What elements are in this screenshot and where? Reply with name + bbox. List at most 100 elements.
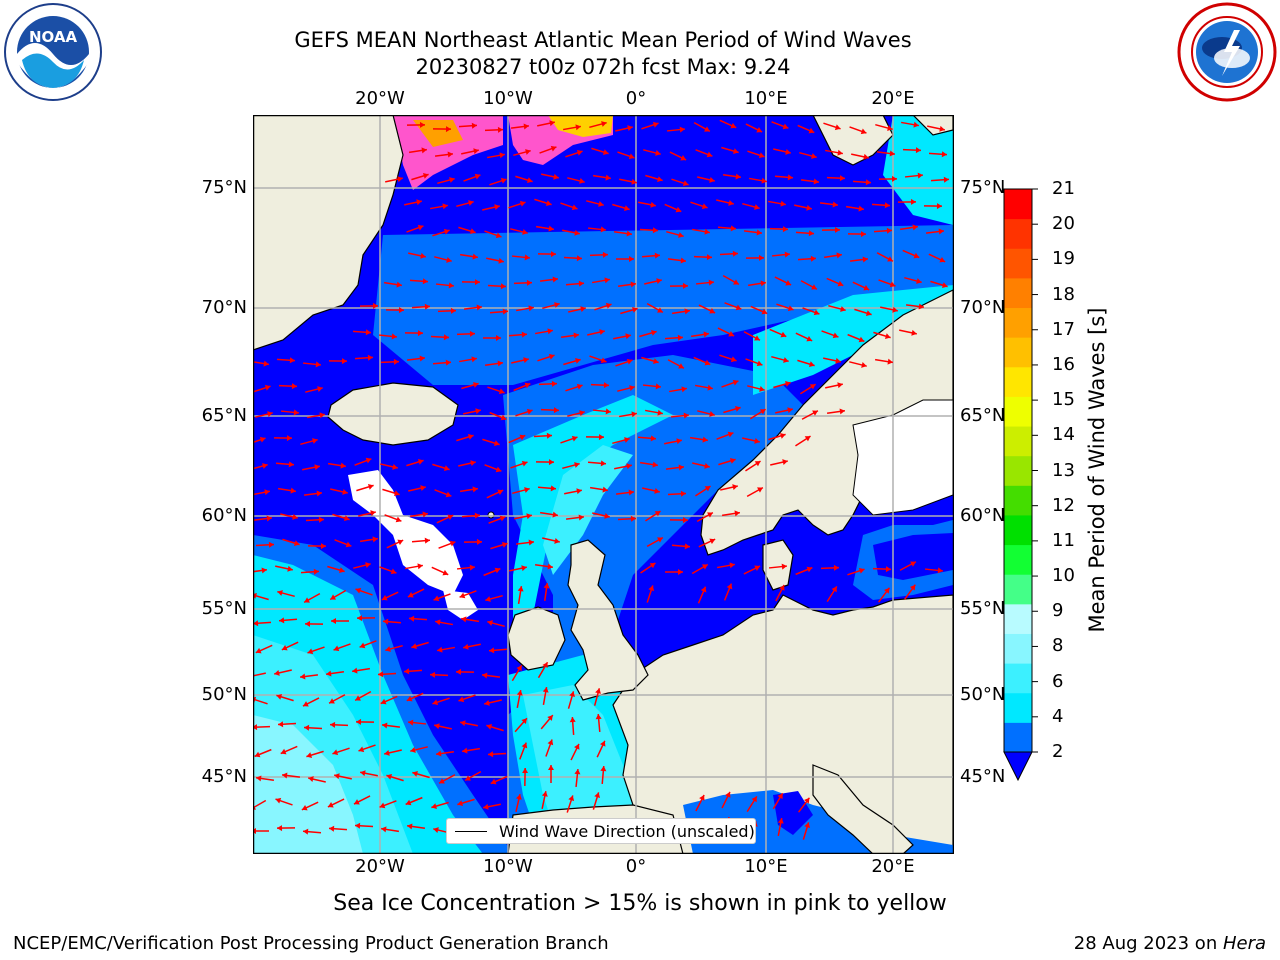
wind-wave-direction-arrow	[406, 355, 426, 362]
wind-wave-direction-arrow	[412, 771, 430, 779]
wind-wave-direction-arrow	[721, 791, 731, 809]
wind-wave-direction-arrow	[457, 798, 475, 807]
wind-wave-direction-arrow	[615, 489, 635, 496]
wind-wave-direction-arrow	[690, 201, 708, 210]
lon-label-bottom: 10°W	[483, 856, 533, 877]
wind-wave-direction-arrow	[747, 385, 765, 392]
wind-wave-direction-arrow	[379, 566, 397, 575]
wind-wave-direction-arrow	[771, 251, 791, 258]
wind-wave-direction-arrow	[431, 566, 449, 576]
wind-wave-direction-arrow	[825, 382, 843, 389]
wind-wave-direction-arrow	[643, 149, 661, 156]
legend-label: Wind Wave Direction (unscaled)	[499, 822, 755, 841]
wind-wave-direction-arrow	[745, 358, 763, 367]
wind-wave-direction-arrow	[851, 153, 869, 160]
wind-wave-direction-arrow	[330, 488, 348, 495]
wind-wave-direction-arrow	[717, 225, 737, 232]
wind-wave-direction-arrow	[275, 565, 293, 572]
wind-wave-direction-arrow	[511, 664, 523, 682]
wind-wave-direction-arrow	[693, 121, 711, 133]
wind-wave-direction-arrow	[698, 304, 716, 314]
wind-wave-direction-arrow	[328, 825, 348, 832]
wind-wave-direction-arrow	[593, 688, 601, 706]
wind-wave-direction-arrow	[671, 178, 689, 187]
wind-wave-direction-arrow	[307, 646, 325, 655]
wind-wave-direction-arrow	[800, 178, 820, 185]
wind-wave-direction-arrow	[877, 587, 891, 603]
wind-wave-direction-arrow	[828, 304, 846, 312]
wind-wave-direction-arrow	[875, 123, 893, 131]
wind-wave-direction-arrow	[353, 795, 371, 805]
wind-wave-direction-arrow	[458, 694, 476, 703]
italy	[812, 764, 914, 854]
colorbar-segment	[1004, 544, 1032, 575]
wind-wave-direction-arrow	[743, 565, 761, 575]
iceland	[327, 382, 459, 446]
wind-wave-direction-arrow	[721, 510, 741, 517]
colorbar-title: Mean Period of Wind Waves [s]	[1085, 307, 1109, 633]
wind-wave-direction-arrow	[664, 203, 682, 213]
wind-wave-direction-arrow	[276, 357, 296, 364]
wind-wave-direction-arrow	[302, 464, 320, 471]
wind-wave-direction-arrow	[545, 739, 554, 757]
wind-wave-direction-arrow	[724, 302, 742, 311]
wind-wave-direction-arrow	[795, 435, 811, 447]
colorbar-segment	[1004, 692, 1032, 723]
wind-wave-direction-arrow	[923, 203, 943, 210]
wind-wave-direction-arrow	[328, 694, 346, 704]
wind-wave-direction-arrow	[564, 488, 582, 495]
wind-wave-direction-arrow	[719, 354, 737, 363]
wave-band-2-4	[373, 225, 953, 385]
wind-wave-direction-arrow	[537, 485, 557, 492]
wind-wave-direction-arrow	[646, 536, 664, 548]
wind-wave-direction-arrow	[821, 330, 839, 339]
wind-wave-direction-arrow	[669, 517, 689, 524]
wind-wave-direction-arrow	[459, 590, 477, 599]
wind-wave-direction-arrow	[826, 277, 844, 287]
wind-wave-direction-arrow	[689, 436, 709, 443]
wind-wave-direction-arrow	[592, 408, 612, 415]
wind-wave-direction-arrow	[463, 538, 483, 545]
wind-wave-direction-arrow	[486, 257, 504, 264]
wind-wave-direction-arrow	[484, 699, 502, 706]
wind-wave-direction-arrow	[487, 620, 505, 628]
wind-wave-direction-arrow	[434, 256, 452, 263]
wind-wave-direction-arrow	[434, 723, 452, 730]
wind-wave-direction-arrow	[849, 361, 867, 368]
wind-wave-direction-arrow	[253, 384, 271, 393]
lon-label-bottom: 20°W	[355, 856, 405, 877]
wind-wave-direction-arrow	[461, 148, 479, 155]
wind-wave-direction-arrow	[645, 174, 663, 182]
wind-wave-direction-arrow	[589, 251, 609, 258]
wind-wave-direction-arrow	[542, 537, 560, 544]
wind-wave-direction-arrow	[801, 410, 819, 420]
wind-wave-direction-arrow	[537, 120, 555, 127]
wind-wave-direction-arrow	[430, 203, 448, 210]
wind-wave-direction-arrow	[585, 434, 605, 441]
colorbar-tick-label: 21	[1052, 178, 1075, 199]
wind-wave-direction-arrow	[282, 538, 300, 547]
colorbar-segment	[1004, 307, 1032, 338]
wind-wave-direction-arrow	[797, 124, 815, 134]
wind-wave-direction-arrow	[353, 562, 371, 569]
wind-wave-direction-arrow	[666, 126, 686, 133]
wind-wave-direction-arrow	[825, 149, 843, 156]
wind-wave-direction-arrow	[542, 302, 560, 310]
wind-wave-direction-arrow	[594, 302, 612, 311]
colorbar-segment	[1004, 485, 1032, 516]
wind-wave-direction-arrow	[358, 744, 376, 753]
wind-wave-direction-arrow	[669, 386, 687, 393]
wind-wave-direction-arrow	[386, 539, 404, 549]
wind-wave-direction-arrow	[541, 173, 559, 180]
lon-label-bottom: 0°	[625, 856, 647, 877]
wind-wave-direction-arrow	[459, 486, 479, 493]
colorbar-tick-label: 4	[1052, 705, 1064, 727]
wind-wave-direction-arrow	[899, 561, 917, 571]
missing-data-region	[348, 470, 463, 595]
wind-wave-direction-arrow	[405, 796, 423, 806]
wind-wave-direction-arrow	[823, 357, 841, 364]
wind-wave-direction-arrow	[482, 204, 500, 211]
wind-wave-direction-arrow	[749, 408, 767, 420]
wind-wave-direction-arrow	[742, 437, 760, 444]
wind-wave-direction-arrow	[431, 801, 449, 809]
